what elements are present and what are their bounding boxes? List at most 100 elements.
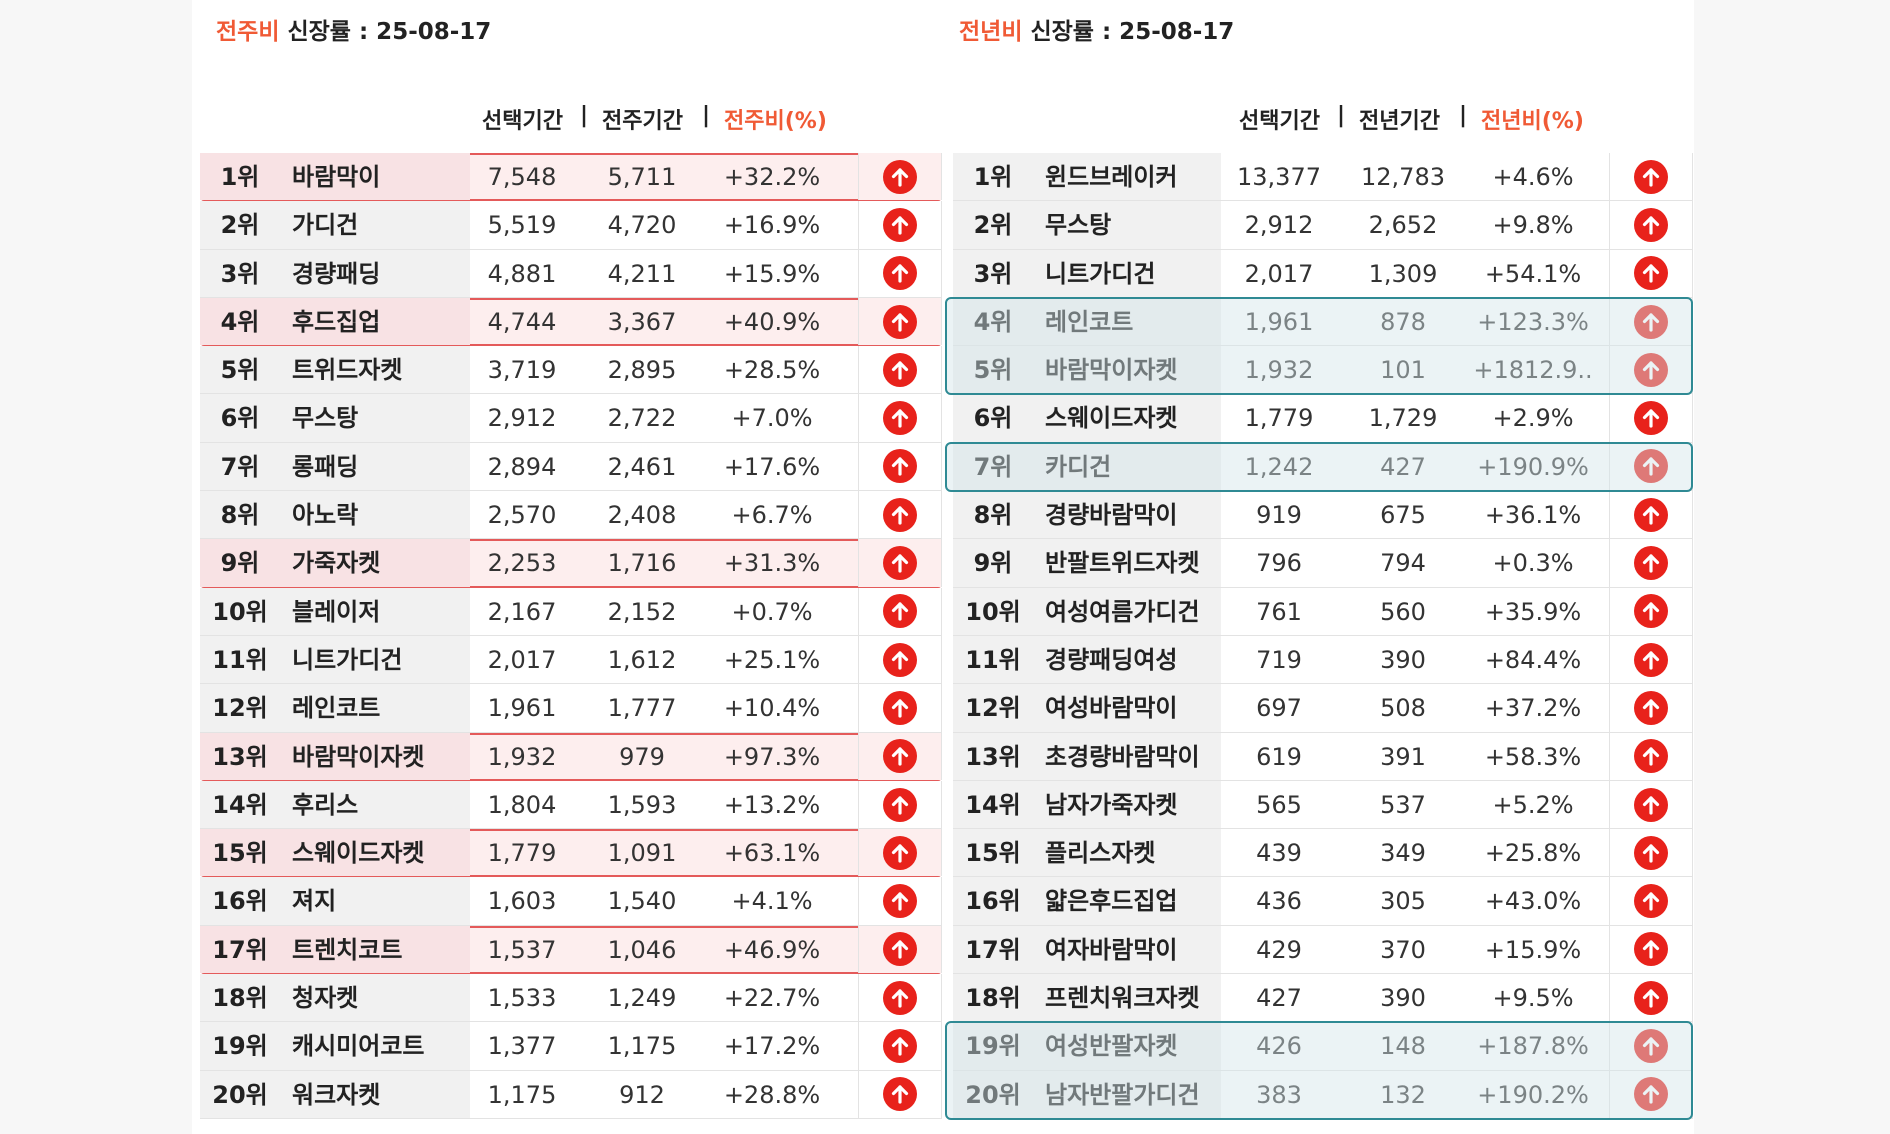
row-selected-value: 429	[1256, 935, 1302, 964]
row-keyword: 져지	[292, 887, 337, 916]
row-rank: 12위	[965, 694, 1021, 723]
row-change-percent: +40.9%	[723, 307, 821, 336]
row-compare-value: 2,152	[607, 597, 677, 626]
row-change-percent: +0.3%	[1492, 549, 1574, 578]
row-label-background	[200, 684, 470, 732]
row-keyword: 후드집업	[292, 307, 381, 336]
trend-cell	[1609, 346, 1693, 394]
row-compare-value: 427	[1380, 452, 1426, 481]
row-compare-value: 2,722	[607, 404, 677, 433]
arrow-up-circle-icon	[883, 207, 917, 242]
row-selected-value: 2,017	[487, 645, 557, 674]
trend-cell	[858, 491, 942, 539]
table-row: 9위 가죽자켓 2,253 1,716 +31.3%	[200, 539, 942, 588]
row-keyword: 니트가디건	[292, 645, 403, 674]
row-label-background	[953, 153, 1221, 201]
row-rank: 20위	[965, 1080, 1021, 1109]
arrow-up-circle-icon	[883, 497, 917, 532]
row-compare-value: 349	[1380, 839, 1426, 868]
row-rank: 13위	[212, 742, 268, 771]
trend-cell	[1609, 153, 1693, 201]
row-selected-value: 1,377	[487, 1032, 557, 1061]
table-row: 10위 블레이저 2,167 2,152 +0.7%	[200, 587, 942, 636]
row-selected-value: 427	[1256, 984, 1302, 1013]
row-selected-value: 5,519	[487, 211, 557, 240]
row-compare-value: 1,309	[1368, 259, 1438, 288]
row-change-percent: +97.3%	[723, 742, 821, 771]
row-keyword: 가죽자켓	[292, 549, 381, 578]
row-change-percent: +25.1%	[723, 645, 821, 674]
row-change-percent: +32.2%	[723, 163, 821, 191]
table-row: 5위 바람막이자켓 1,932 101 +1812.9..	[953, 346, 1693, 395]
arrow-up-circle-icon	[883, 594, 917, 629]
table-row: 9위 반팔트위드자켓 796 794 +0.3%	[953, 539, 1693, 588]
yearly-column-header: 선택기간 | 전년기간 | 전년비(%)	[953, 103, 1693, 137]
row-change-percent: +10.4%	[723, 694, 821, 723]
trend-cell	[858, 297, 942, 346]
row-label-background	[200, 877, 470, 925]
trend-cell	[858, 249, 942, 297]
row-compare-value: 4,720	[607, 211, 677, 240]
row-label-background	[200, 780, 470, 829]
row-compare-value: 878	[1380, 307, 1426, 336]
trend-cell	[858, 1070, 942, 1118]
row-rank: 4위	[220, 307, 260, 336]
row-change-percent: +22.7%	[723, 984, 821, 1013]
arrow-up-circle-icon	[883, 980, 917, 1015]
row-compare-value: 391	[1380, 742, 1426, 771]
row-label-background	[953, 877, 1221, 925]
row-change-percent: +17.6%	[723, 452, 821, 481]
row-selected-value: 3,719	[487, 356, 557, 385]
row-label-background	[200, 1022, 470, 1070]
row-change-percent: +28.5%	[723, 356, 821, 385]
row-change-percent: +4.6%	[1492, 163, 1574, 191]
row-compare-value: 2,652	[1368, 211, 1438, 240]
row-keyword: 반팔트위드자켓	[1045, 549, 1200, 578]
table-row: 18위 프렌치워크자켓 427 390 +9.5%	[953, 974, 1693, 1023]
row-keyword: 워크자켓	[292, 1080, 381, 1109]
row-selected-value: 1,242	[1244, 452, 1314, 481]
row-label-background	[200, 442, 470, 491]
trend-cell	[858, 877, 942, 925]
arrow-up-circle-icon	[1634, 1077, 1668, 1112]
row-label-background	[200, 635, 470, 684]
row-keyword: 경량바람막이	[1045, 501, 1178, 530]
row-label-background	[953, 201, 1221, 249]
arrow-up-circle-icon	[883, 932, 917, 967]
trend-cell	[1609, 201, 1693, 249]
row-change-percent: +1812.9..	[1473, 356, 1593, 385]
arrow-up-circle-icon	[883, 1077, 917, 1112]
row-rank: 5위	[220, 356, 260, 385]
row-rank: 14위	[212, 790, 268, 819]
row-label-background	[953, 829, 1221, 877]
table-row: 11위 니트가디건 2,017 1,612 +25.1%	[200, 635, 942, 685]
trend-cell	[1609, 587, 1693, 635]
row-rank: 9위	[220, 549, 260, 578]
row-compare-value: 912	[619, 1080, 665, 1109]
row-keyword: 남자가죽자켓	[1045, 790, 1178, 819]
yearly-header-ratio: 전년비(%)	[1481, 109, 1584, 134]
row-rank: 16위	[212, 887, 268, 916]
row-keyword: 여성여름가디건	[1045, 597, 1200, 626]
row-change-percent: +25.8%	[1484, 839, 1582, 868]
row-label-background	[200, 974, 470, 1022]
trend-cell	[1609, 635, 1693, 684]
arrow-up-circle-icon	[1634, 835, 1668, 870]
trend-cell	[1609, 684, 1693, 732]
row-label-background	[953, 442, 1221, 491]
table-row: 19위 여성반팔자켓 426 148 +187.8%	[953, 1022, 1693, 1071]
arrow-up-circle-icon	[883, 884, 917, 919]
trend-cell	[858, 684, 942, 732]
trend-cell	[858, 153, 942, 201]
table-row: 3위 니트가디건 2,017 1,309 +54.1%	[953, 249, 1693, 298]
row-compare-value: 675	[1380, 501, 1426, 530]
trend-cell	[858, 201, 942, 249]
row-rank: 18위	[212, 984, 268, 1013]
row-change-percent: +31.3%	[723, 549, 821, 578]
row-compare-value: 2,408	[607, 501, 677, 530]
row-selected-value: 1,961	[1244, 307, 1314, 336]
trend-cell	[858, 394, 942, 442]
row-change-percent: +4.1%	[731, 887, 813, 916]
row-keyword: 스웨이드자켓	[1045, 404, 1178, 433]
row-label-background	[200, 1070, 470, 1118]
